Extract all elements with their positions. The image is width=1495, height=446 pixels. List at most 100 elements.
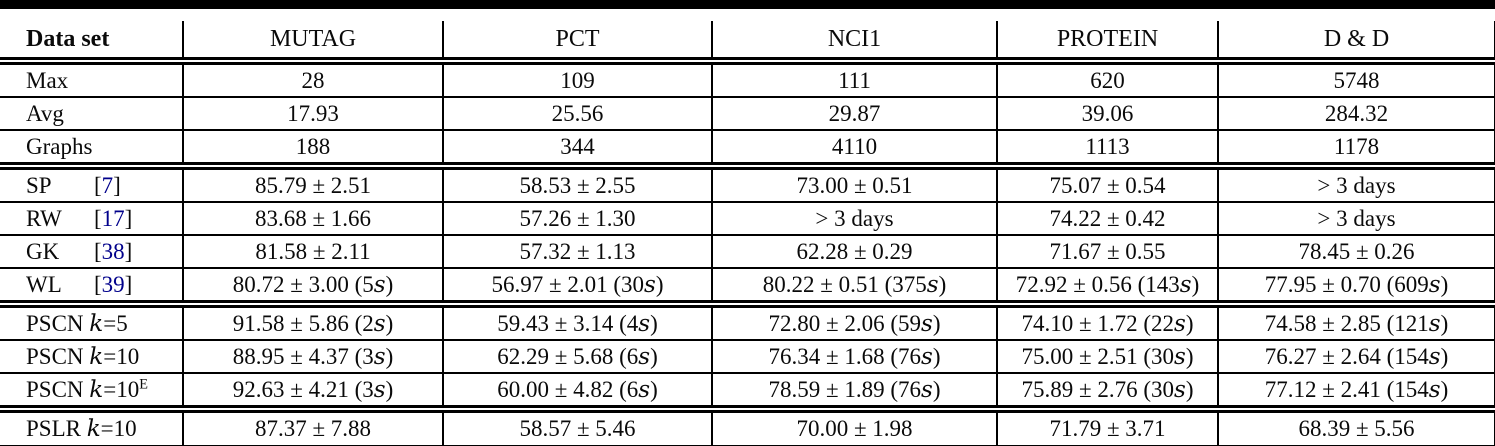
runtime-value: 76 (898, 343, 922, 369)
table-cell: 77.95 ± 0.70 (609s) (1217, 268, 1495, 304)
row-label: GK [38] (0, 235, 183, 268)
table-cell: 78.45 ± 0.26 (1217, 235, 1495, 268)
table-cell: 72.80 ± 2.06 (59s) (711, 304, 997, 340)
table-cell: > 3 days (1217, 166, 1495, 202)
table-cell: 58.53 ± 2.55 (442, 166, 712, 202)
cell-value: 56.97 ± 2.01 (491, 271, 608, 297)
citation-link[interactable]: 7 (101, 172, 114, 198)
runtime-value: 3 (362, 343, 374, 369)
runtime-unit: s (644, 271, 656, 298)
table-cell: 29.87 (711, 97, 997, 130)
method-name: WL (26, 271, 62, 297)
runtime-unit: s (373, 310, 386, 337)
table-cell: 5748 (1217, 61, 1495, 97)
cell-value: 76.27 ± 2.64 (1264, 343, 1381, 369)
citation-link[interactable]: 38 (101, 238, 125, 264)
row-label: SP [7] (0, 166, 183, 202)
k-parameter-variable: k (89, 310, 104, 337)
cell-value: 62.29 ± 5.68 (497, 343, 614, 369)
cell-value: 74.22 ± 0.42 (1049, 205, 1166, 231)
runtime-value: 22 (1151, 310, 1175, 336)
cell-value: 39.06 (1081, 100, 1134, 126)
table-cell: 75.07 ± 0.54 (996, 166, 1218, 202)
runtime-unit: s (373, 271, 386, 298)
table-cell: 72.92 ± 0.56 (143s) (996, 268, 1218, 304)
runtime-unit: s (1179, 271, 1192, 298)
table-row-dataset-stats-2: Graphs 188 344 4110 1113 1178 (0, 130, 1495, 166)
runtime-value: 5 (362, 271, 374, 297)
column-header-nci1: NCI1 (711, 21, 997, 61)
row-label: PSCN k=5 (0, 304, 183, 340)
cell-value: > 3 days (1317, 205, 1396, 231)
cell-value: 29.87 (828, 100, 881, 126)
k-parameter-variable: k (86, 416, 101, 442)
runtime-value: 154 (1394, 343, 1429, 369)
benchmark-results-table: Data set MUTAG PCT NCI1 PROTEIN D & D Max 28 10… (0, 21, 1495, 446)
cell-value: 75.07 ± 0.54 (1049, 172, 1166, 198)
cell-value: 57.32 ± 1.13 (519, 238, 636, 264)
citation-link[interactable]: 17 (101, 205, 125, 231)
table-cell: 59.43 ± 3.14 (4s) (442, 304, 712, 340)
cell-value: 284.32 (1324, 100, 1389, 126)
runtime-unit: s (638, 343, 651, 370)
cell-value: 92.63 ± 4.21 (232, 376, 349, 402)
runtime-value: 154 (1394, 376, 1429, 402)
cell-value: 77.12 ± 2.41 (1264, 376, 1381, 402)
table-cell: 74.10 ± 1.72 (22s) (996, 304, 1218, 340)
table-cell: 620 (996, 61, 1218, 97)
table-cell: 25.56 (442, 97, 712, 130)
cell-value: 25.56 (551, 100, 604, 126)
cell-value: 75.00 ± 2.51 (1021, 343, 1138, 369)
cell-value: 5748 (1333, 67, 1380, 93)
cell-value: 87.37 ± 7.88 (254, 416, 372, 441)
method-name: SP (26, 172, 52, 198)
table-cell: 4110 (711, 130, 997, 166)
header-row: Data set MUTAG PCT NCI1 PROTEIN D & D (0, 21, 1495, 61)
runtime-value: 59 (898, 310, 922, 336)
table-header: Data set MUTAG PCT NCI1 PROTEIN D & D (0, 21, 1495, 61)
cell-value: 88.95 ± 4.37 (232, 343, 349, 369)
cell-value: 60.00 ± 4.82 (497, 376, 614, 402)
row-label: Graphs (0, 130, 183, 166)
table-cell: 71.79 ± 3.71 (996, 409, 1218, 446)
row-label: PSCN k=10E (0, 373, 183, 409)
runtime-unit: s (1428, 310, 1441, 337)
cell-value: 57.26 ± 1.30 (519, 205, 636, 231)
cell-value: 62.28 ± 0.29 (796, 238, 913, 264)
runtime-unit: s (1174, 310, 1186, 337)
cell-value: 83.68 ± 1.66 (254, 205, 372, 231)
table-cell: 77.12 ± 2.41 (154s) (1217, 373, 1495, 409)
column-header-d-d: D & D (1217, 21, 1495, 61)
method-name: Max (26, 67, 69, 93)
table-cell: 71.67 ± 0.55 (996, 235, 1218, 268)
cell-value: 1178 (1333, 133, 1380, 159)
runtime-unit: s (921, 376, 933, 403)
table-cell: 87.37 ± 7.88 (182, 409, 443, 446)
k-parameter-value: =10 (100, 416, 137, 441)
table-cell: 74.22 ± 0.42 (996, 202, 1218, 235)
table-cell: > 3 days (1217, 202, 1495, 235)
table-row-pscn-1: PSCN k=10 88.95 ± 4.37 (3s) 62.29 ± 5.68 (… (0, 340, 1495, 373)
label-superscript: E (139, 375, 148, 392)
table-row-graph-kernels-1: RW [17] 83.68 ± 1.66 57.26 ± 1.30 > 3 days 74… (0, 202, 1495, 235)
cell-value: 111 (838, 67, 871, 93)
cell-value: 1113 (1085, 133, 1130, 159)
table-cell: 39.06 (996, 97, 1218, 130)
runtime-value: 609 (1394, 271, 1429, 297)
table-cell: 74.58 ± 2.85 (121s) (1217, 304, 1495, 340)
k-parameter-value: =10 (103, 376, 140, 402)
row-label: Max (0, 61, 183, 97)
table-cell: 88.95 ± 4.37 (3s) (182, 340, 443, 373)
cell-value: 68.39 ± 5.56 (1298, 416, 1415, 441)
table-cell: 80.72 ± 3.00 (5s) (182, 268, 443, 304)
column-header-mutag: MUTAG (182, 21, 443, 61)
runtime-value: 375 (892, 271, 927, 297)
table-row-graph-kernels-2: GK [38] 81.58 ± 2.11 57.32 ± 1.13 62.28 ± 0.… (0, 235, 1495, 268)
method-name: PSCN (26, 310, 84, 336)
runtime-value: 30 (1151, 376, 1175, 402)
cell-value: 78.45 ± 0.26 (1298, 238, 1415, 264)
runtime-unit: s (373, 343, 386, 370)
table-row-dataset-stats-1: Avg 17.93 25.56 29.87 39.06 284.32 (0, 97, 1495, 130)
citation-link[interactable]: 39 (101, 271, 125, 297)
